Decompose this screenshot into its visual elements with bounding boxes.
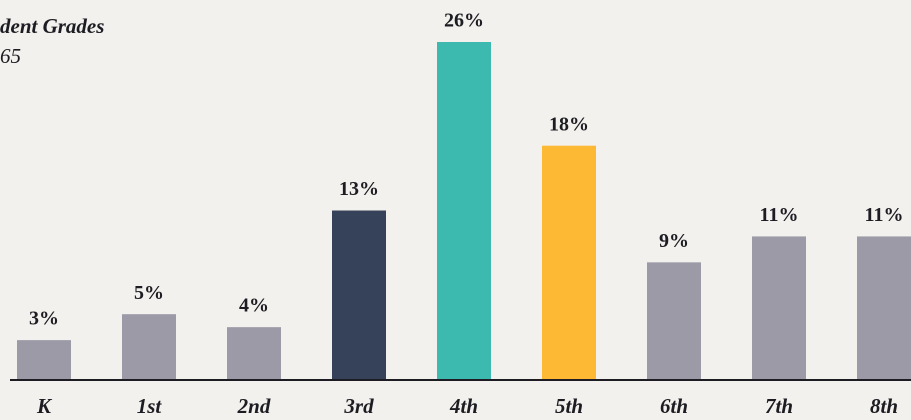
x-tick-label: 6th (660, 394, 688, 418)
bar (542, 145, 596, 379)
chart-subtitle: 65 (0, 44, 21, 68)
x-tick-label: K (36, 394, 53, 418)
bar (122, 314, 176, 379)
value-label: 26% (444, 10, 484, 32)
bar (752, 236, 806, 379)
value-label: 4% (239, 295, 269, 317)
bar (647, 262, 701, 379)
value-label: 5% (134, 282, 164, 304)
value-label: 11% (865, 204, 904, 226)
x-tick-label: 4th (449, 394, 478, 418)
x-tick-label: 3rd (343, 394, 374, 418)
chart-title: dent Grades (0, 14, 104, 38)
x-tick-label: 7th (765, 394, 793, 418)
bar (857, 236, 911, 379)
value-label: 3% (29, 308, 59, 330)
x-tick-label: 2nd (237, 394, 271, 418)
bar (437, 42, 491, 379)
x-tick-label: 5th (555, 394, 583, 418)
bar (227, 327, 281, 379)
x-tick-label: 1st (137, 394, 163, 418)
value-label: 9% (659, 230, 689, 252)
bar (17, 340, 71, 379)
value-label: 11% (760, 204, 799, 226)
x-tick-label: 8th (870, 394, 898, 418)
value-label: 13% (339, 178, 379, 200)
bar (332, 210, 386, 379)
value-label: 18% (549, 113, 589, 135)
